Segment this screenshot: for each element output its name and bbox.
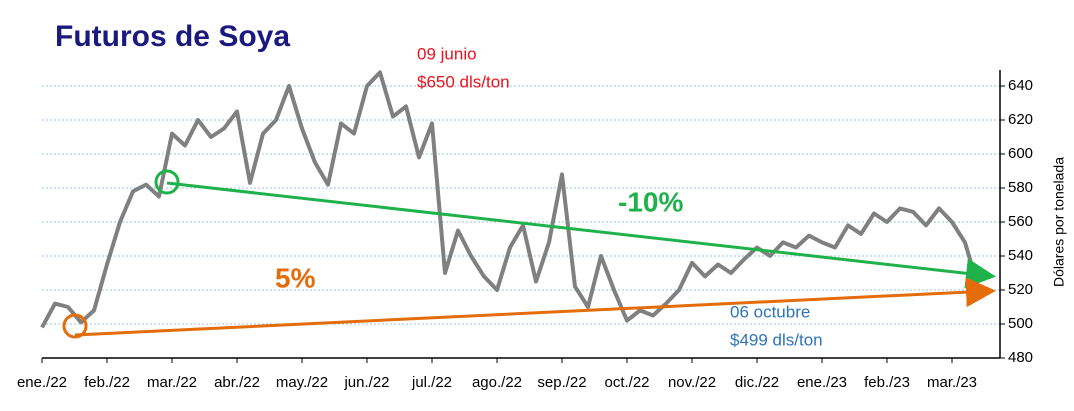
x-tick-label: sep./22 [537, 374, 586, 391]
y-axis-label: Dólares por tonelada [1051, 157, 1067, 287]
price-line [40, 70, 980, 329]
annotation: $499 dls/ton [730, 330, 823, 349]
y-tick-label: 520 [1008, 281, 1033, 298]
y-tick-label: 640 [1008, 77, 1033, 94]
trend-arrow [166, 181, 996, 289]
annotation: 09 junio [417, 44, 477, 63]
y-tick-label: 580 [1008, 179, 1033, 196]
chart-title: Futuros de Soya [55, 20, 290, 53]
y-tick-label: 620 [1008, 111, 1033, 128]
annotation: 06 octubre [730, 302, 810, 321]
y-tick-label: 600 [1008, 145, 1033, 162]
x-tick-label: mar./22 [147, 374, 197, 391]
x-tick-label: may./22 [276, 374, 328, 391]
annotation: $650 dls/ton [417, 72, 510, 91]
x-tick-label: jun./22 [343, 374, 389, 391]
trend-arrow [74, 277, 996, 337]
x-tick-label: oct./22 [604, 374, 649, 391]
highlight-circle [154, 169, 180, 195]
y-tick-label: 560 [1008, 213, 1033, 230]
y-tick-label: 540 [1008, 247, 1033, 264]
x-tick-label: jul./22 [411, 374, 452, 391]
x-tick-label: ago./22 [472, 374, 522, 391]
x-tick-label: abr./22 [214, 374, 260, 391]
annotation: 5% [275, 262, 316, 293]
x-tick-label: ene./23 [797, 374, 847, 391]
highlight-circle [62, 313, 88, 339]
y-tick-label: 500 [1008, 315, 1033, 332]
x-tick-label: feb./23 [864, 374, 910, 391]
x-tick-label: mar./23 [927, 374, 977, 391]
y-tick-label: 480 [1008, 349, 1033, 366]
x-tick-label: nov./22 [668, 374, 716, 391]
annotation: -10% [618, 186, 683, 217]
x-tick-label: feb./22 [84, 374, 130, 391]
x-tick-label: ene./22 [17, 374, 67, 391]
x-tick-label: dic./22 [735, 374, 779, 391]
